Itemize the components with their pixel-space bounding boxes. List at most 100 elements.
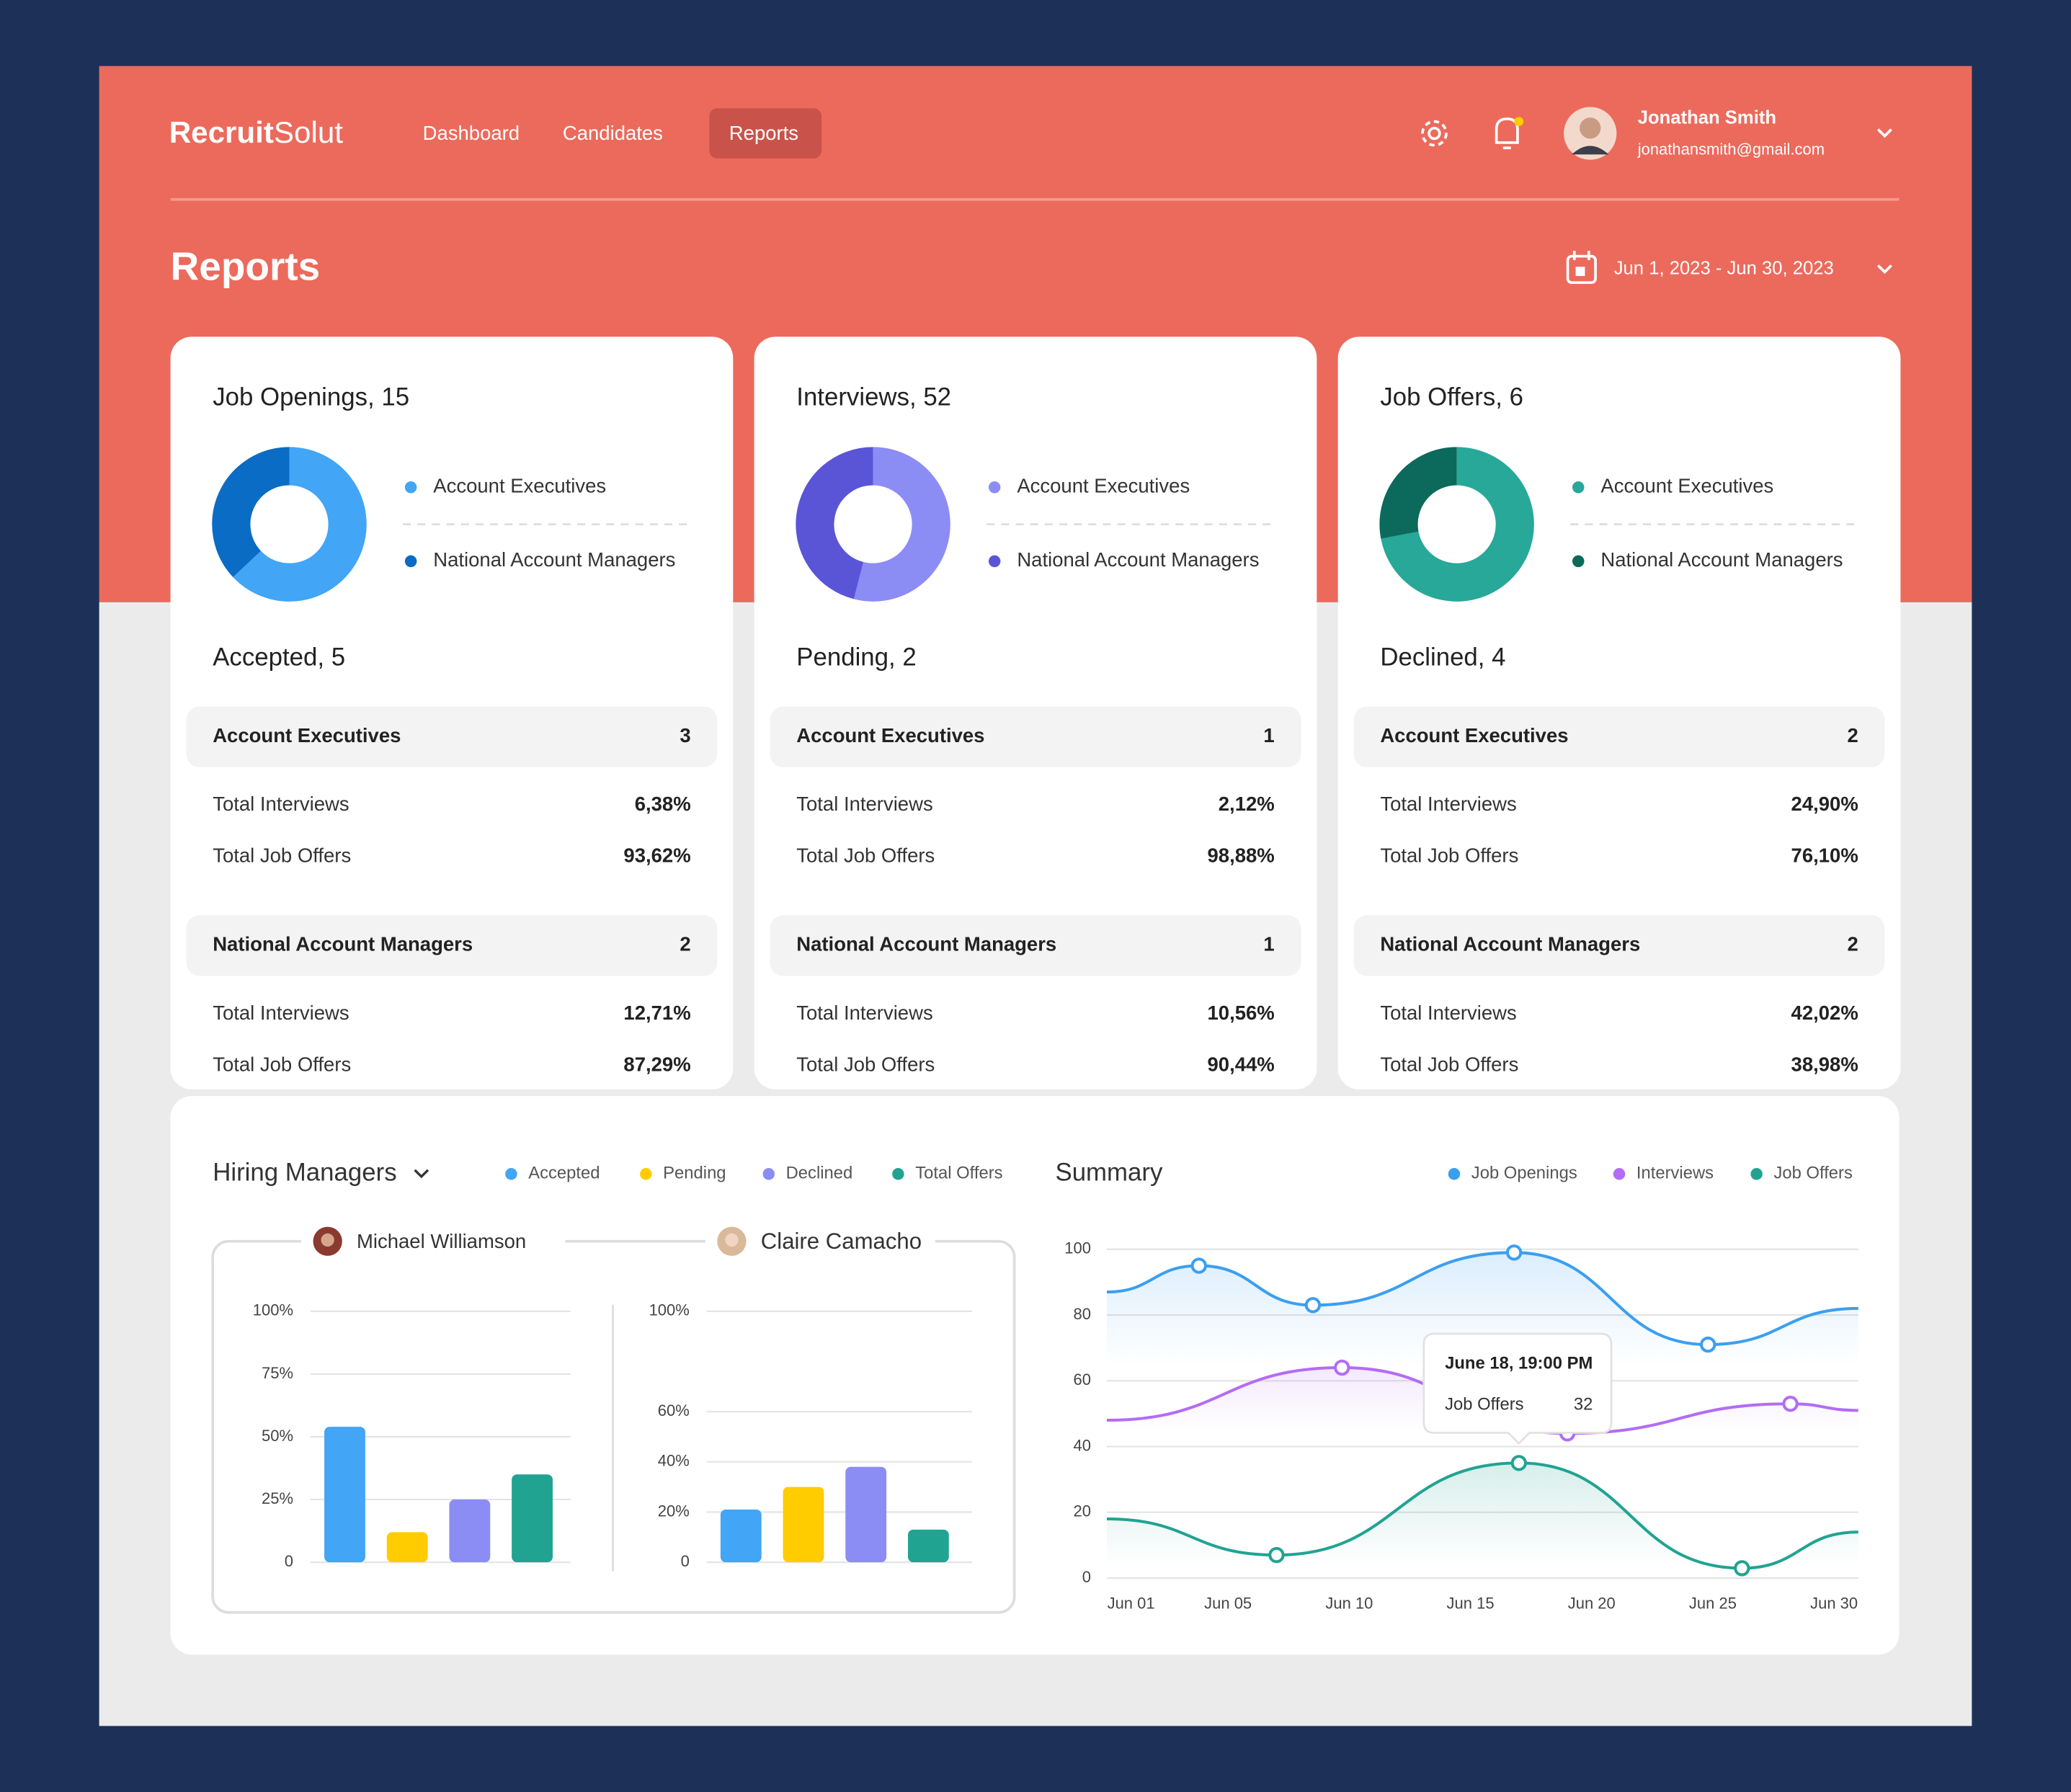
group-header [770,706,1301,767]
row-label: Total Job Offers [796,844,935,867]
nav-link[interactable]: Reports [729,122,798,144]
point[interactable] [1334,1359,1350,1376]
legend-dot [505,1168,517,1180]
point[interactable] [1268,1546,1285,1564]
row-label: Total Job Offers [213,844,351,867]
hiring-box [211,1239,1016,1614]
group-count: 1 [1263,932,1274,955]
user-menu-chevron[interactable] [1876,128,1892,138]
user-name: Jonathan Smith [1638,108,1776,128]
nav-link[interactable]: Dashboard [423,122,520,144]
legend-dot [1613,1168,1626,1180]
group-header [1353,915,1885,976]
card-subtitle: Pending, 2 [796,643,916,672]
row-label: Total Interviews [213,1002,349,1024]
tooltip-label: Job Offers [1445,1394,1524,1414]
group-header [770,915,1301,976]
group-count: 2 [1847,724,1858,746]
x-tick-label: Jun 30 [1810,1595,1858,1613]
y-tick-label: 25% [262,1489,293,1507]
point[interactable] [1734,1560,1750,1577]
date-chevron[interactable] [1876,264,1892,275]
donut-segment [1381,447,1534,602]
card-title: Job Openings, 15 [213,383,409,411]
user-email: jonathansmith@gmail.com [1637,141,1825,159]
date-range[interactable]: Jun 1, 2023 - Jun 30, 2023 [1614,259,1834,279]
y-tick-label: 100% [649,1301,690,1319]
y-tick-label: 0 [681,1552,690,1570]
card-title: Interviews, 52 [796,383,951,411]
dropdown-chevron[interactable] [414,1169,429,1179]
group-count: 2 [1847,932,1858,955]
y-tick-label: 75% [262,1364,293,1382]
row-label: Total Interviews [213,793,349,815]
bar [512,1474,553,1563]
nav-active-pill [709,108,822,159]
legend-dot [1572,555,1585,568]
row-label: Total Job Offers [796,1053,935,1075]
row-value: 87,29% [623,1053,690,1075]
legend-dot [404,555,417,568]
x-tick-label: Jun 10 [1325,1595,1373,1613]
legend-dot [1572,481,1585,494]
point[interactable] [1700,1336,1716,1353]
legend-label: National Account Managers [433,548,675,571]
legend-label: Account Executives [1600,475,1773,497]
row-label: Total Job Offers [1380,1053,1518,1075]
calendar-icon[interactable] [1566,251,1597,285]
group-name: Account Executives [213,724,401,746]
notification-dot [1514,117,1524,127]
point[interactable] [1190,1257,1207,1274]
group-count: 3 [680,724,690,746]
bar [324,1427,365,1563]
manager-avatar-face [321,1233,334,1247]
point[interactable] [1782,1396,1799,1412]
row-label: Total Interviews [796,793,932,815]
settings-icon[interactable] [1421,120,1448,147]
section-title[interactable]: Hiring Managers [213,1158,396,1186]
row-value: 2,12% [1219,793,1275,815]
group-name: National Account Managers [796,932,1056,955]
row-value: 42,02% [1791,1002,1858,1024]
legend-label: Job Offers [1773,1164,1853,1183]
legend-label: Pending [663,1164,726,1183]
row-value: 93,62% [623,844,690,867]
donut-segment [212,447,290,577]
donut-segment [1379,447,1458,539]
x-tick-label: Jun 25 [1689,1595,1737,1613]
y-tick-label: 60 [1074,1370,1091,1388]
row-value: 90,44% [1208,1053,1275,1075]
legend-dot [762,1168,775,1180]
card-title: Job Offers, 6 [1380,383,1523,411]
point[interactable] [1510,1455,1528,1471]
row-label: Total Job Offers [1380,844,1518,867]
point[interactable] [1505,1244,1523,1261]
legend-label: Job Openings [1471,1164,1577,1183]
donut-segment [853,447,950,602]
logo[interactable]: RecruitSolut [169,115,344,149]
row-label: Total Interviews [1380,793,1516,815]
row-value: 98,88% [1208,844,1275,867]
user-avatar[interactable] [1564,107,1617,160]
row-value: 6,38% [635,793,691,815]
y-tick-label: 60% [658,1401,690,1419]
row-label: Total Interviews [1380,1002,1516,1024]
legend-label: Accepted [528,1164,600,1183]
manager-name: Claire Camacho [761,1229,922,1254]
y-tick-label: 100% [253,1301,293,1319]
row-value: 38,98% [1791,1053,1858,1075]
name-gap [301,1225,566,1257]
group-name: Account Executives [1380,724,1568,746]
group-header [186,915,718,976]
y-tick-label: 80 [1074,1305,1091,1323]
donut-segment [796,447,874,599]
legend-label: Total Offers [915,1164,1002,1183]
notification-icon[interactable] [1495,117,1519,150]
nav-link[interactable]: Candidates [563,122,663,144]
y-tick-label: 0 [1082,1568,1091,1586]
point[interactable] [1304,1297,1322,1314]
y-tick-label: 50% [262,1427,293,1445]
x-tick-label: Jun 01 [1108,1595,1155,1613]
